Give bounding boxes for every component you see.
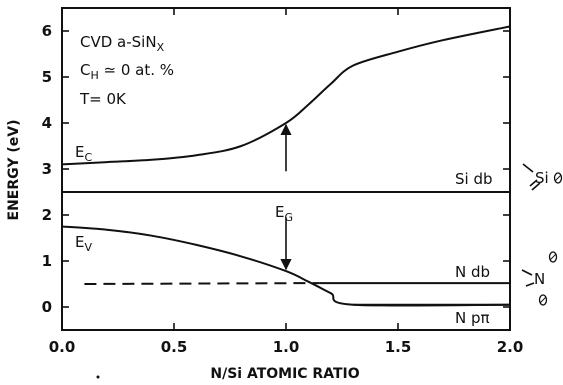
series-group	[61, 25, 511, 307]
series-ec-curve	[61, 25, 511, 166]
x-tick-label: 1.0	[273, 338, 300, 356]
x-axis-title: N/Si ATOMIC RATIO	[210, 366, 359, 382]
stray-dot	[96, 375, 100, 379]
x-tick-label: 1.5	[385, 338, 412, 356]
y-tick-label: 0	[42, 298, 52, 316]
y-tick-label: 3	[42, 160, 52, 178]
label-n-db: N db	[455, 263, 490, 281]
tick-group: 0.0 0.5 1.0 1.5 2.0 0 1 2 3 4 5 6	[42, 8, 524, 356]
y-tick-label: 1	[42, 252, 52, 270]
x-tick-label: 0.5	[161, 338, 188, 356]
annotation-line3: T= 0K	[79, 90, 127, 108]
label-ev: EV	[75, 233, 92, 254]
svg-text:N: N	[534, 270, 545, 288]
x-tick-label: 0.0	[49, 338, 76, 356]
y-tick-label: 5	[42, 68, 52, 86]
series-ev-curve	[61, 225, 511, 307]
label-si-db: Si db	[455, 170, 493, 188]
label-n-ppi: N pπ	[455, 309, 490, 327]
y-tick-label: 4	[42, 114, 52, 132]
series-n-db-dashed-line	[84, 282, 320, 285]
x-tick-label: 2.0	[497, 338, 524, 356]
n-dangling-bond-symbol: N	[521, 251, 558, 306]
annotation-line2: CH ≃ 0 at. %	[80, 61, 174, 82]
y-axis-title: ENERGY (eV)	[6, 120, 22, 221]
si-dangling-bond-symbol: Si	[522, 163, 563, 191]
label-ec: EC	[75, 143, 92, 164]
y-tick-label: 6	[42, 22, 52, 40]
label-eg: EG	[275, 203, 293, 224]
svg-text:Si: Si	[535, 169, 549, 187]
y-tick-label: 2	[42, 206, 52, 224]
annotation-line1: CVD a-SiNX	[80, 33, 165, 54]
